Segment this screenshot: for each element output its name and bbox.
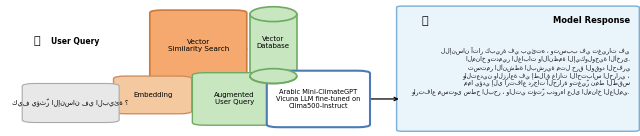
Text: Vector
Database: Vector Database <box>257 36 290 49</box>
FancyBboxPatch shape <box>267 71 370 127</box>
Text: Arabic Mini-ClimateGPT
Vicuna LLM fine-tuned on
Clima500-Instruct: Arabic Mini-ClimateGPT Vicuna LLM fine-t… <box>276 89 360 109</box>
Text: Model Response: Model Response <box>553 16 630 25</box>
Text: Augmented
User Query: Augmented User Query <box>214 92 255 105</box>
FancyBboxPatch shape <box>250 14 297 76</box>
FancyBboxPatch shape <box>113 76 192 114</box>
FancyBboxPatch shape <box>193 73 276 125</box>
Text: Vector
Similarity Search: Vector Similarity Search <box>168 39 229 52</box>
Text: User Query: User Query <box>51 37 100 46</box>
FancyBboxPatch shape <box>397 6 639 131</box>
Text: 👤: 👤 <box>33 36 40 46</box>
FancyBboxPatch shape <box>150 10 247 80</box>
Text: للإنسان آثار كبيرة في بيئته ، وتسبب في تغيرات في
المناخ وتدمير الغابات والأنظمة : للإنسان آثار كبيرة في بيئته ، وتسبب في ت… <box>412 47 630 96</box>
Text: Embedding: Embedding <box>133 92 172 98</box>
Ellipse shape <box>250 69 297 84</box>
FancyBboxPatch shape <box>22 84 119 123</box>
Ellipse shape <box>250 7 297 22</box>
Text: كيف يؤثّر الإنسان في البيئة ؟: كيف يؤثّر الإنسان في البيئة ؟ <box>13 99 129 107</box>
Text: 🤖: 🤖 <box>422 16 428 26</box>
